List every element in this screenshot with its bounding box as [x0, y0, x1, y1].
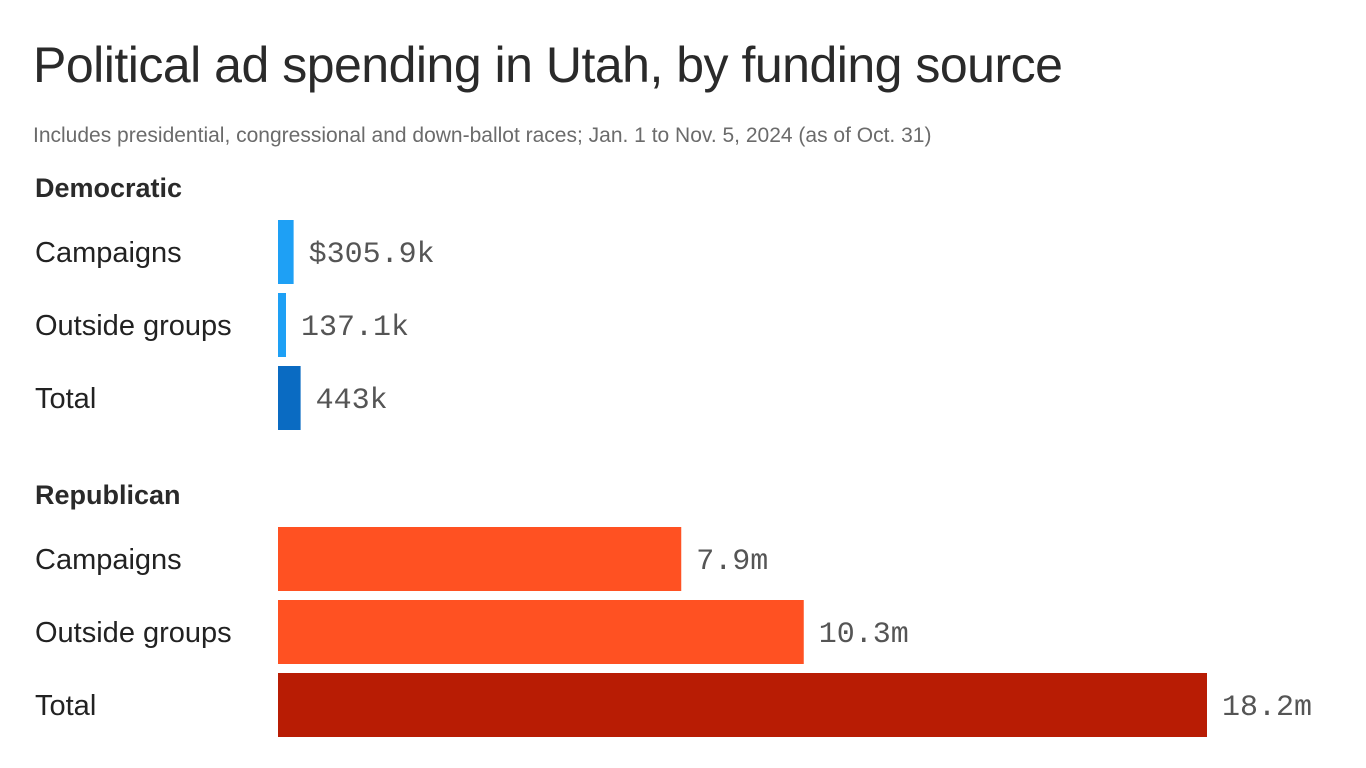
bar-democratic-outside-groups [278, 293, 286, 357]
chart-subtitle: Includes presidential, congressional and… [33, 124, 932, 147]
bar-republican-campaigns [278, 527, 682, 591]
row-label-democratic-total: Total [35, 383, 96, 415]
bar-republican-total [278, 673, 1207, 737]
value-label-republican-outside-groups: 10.3m [819, 618, 909, 652]
value-label-republican-campaigns: 7.9m [696, 545, 768, 579]
bar-democratic-total [278, 366, 301, 430]
value-label-republican-total: 18.2m [1222, 691, 1312, 725]
chart-title: Political ad spending in Utah, by fundin… [33, 37, 1063, 93]
bar-republican-outside-groups [278, 600, 804, 664]
value-label-democratic-campaigns: $305.9k [309, 238, 435, 272]
row-label-democratic-outside-groups: Outside groups [35, 310, 232, 342]
value-label-democratic-outside-groups: 137.1k [301, 311, 409, 345]
row-label-republican-total: Total [35, 690, 96, 722]
value-label-democratic-total: 443k [316, 384, 388, 418]
row-label-republican-campaigns: Campaigns [35, 544, 182, 576]
row-label-democratic-campaigns: Campaigns [35, 237, 182, 269]
group-label-democratic: Democratic [35, 173, 183, 203]
row-label-republican-outside-groups: Outside groups [35, 617, 232, 649]
group-label-republican: Republican [35, 480, 181, 510]
bar-democratic-campaigns [278, 220, 294, 284]
